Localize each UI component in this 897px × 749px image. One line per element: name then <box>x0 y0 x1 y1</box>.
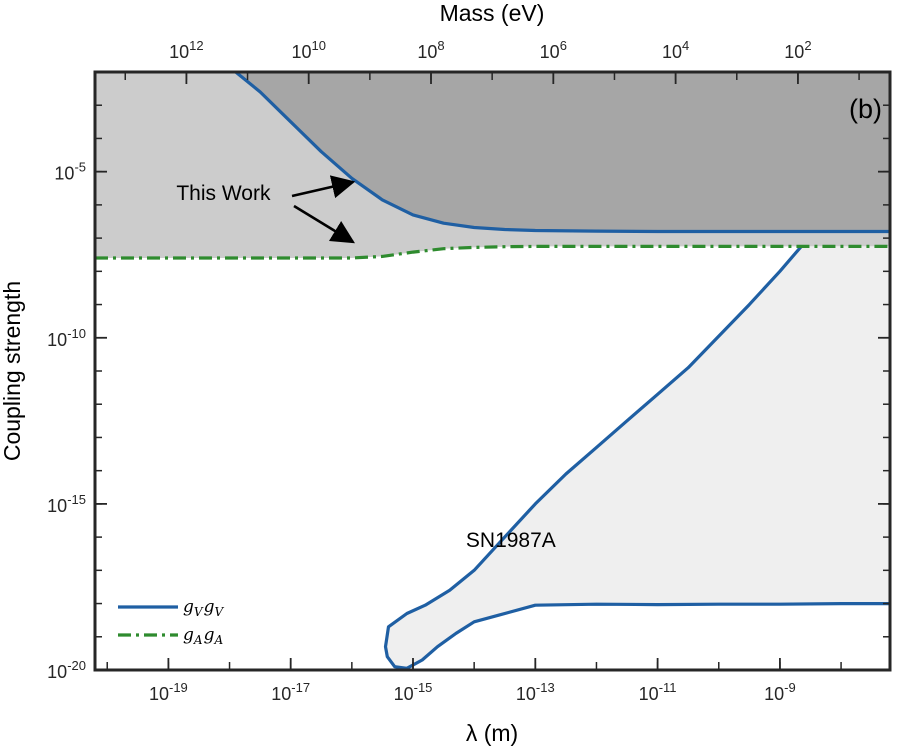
x-tick-label: 10-11 <box>639 680 677 704</box>
y-tick-label: 10-5 <box>54 160 86 184</box>
gv-excluded-region <box>235 72 890 232</box>
this-work-arrow-upper <box>291 175 356 199</box>
x-tick-label: 10-9 <box>764 680 796 704</box>
ga-ga-line <box>95 244 890 260</box>
y-tick-label: 10-10 <box>47 326 86 350</box>
x2-tick-label: 1012 <box>169 38 204 62</box>
legend-gv-label: gVgV <box>183 597 224 619</box>
x-tick-label: 10-19 <box>149 680 188 704</box>
x-axis-label: λ (m) <box>466 720 518 746</box>
x-tick-label: 10-15 <box>394 680 433 704</box>
x2-tick-label: 108 <box>417 38 444 62</box>
x2-tick-label: 106 <box>540 38 567 62</box>
panel-label: (b) <box>849 94 882 124</box>
y-tick-label: 10-15 <box>47 492 86 516</box>
x2-tick-label: 102 <box>784 38 811 62</box>
sn1987a-boundary-line <box>383 245 890 670</box>
this-work-arrow-lower <box>293 204 355 244</box>
x-tick-label: 10-17 <box>271 680 310 704</box>
x-tick-label: 10-13 <box>516 680 555 704</box>
y-tick-label: 10-20 <box>47 658 86 682</box>
x2-tick-label: 1010 <box>291 38 326 62</box>
gv-gv-line <box>234 72 890 234</box>
sn1987a-annotation: SN1987A <box>466 529 556 552</box>
sn1987a-region <box>385 246 890 669</box>
legend-ga-label: gAgA <box>183 625 223 647</box>
this-work-annotation: This Work <box>176 182 271 205</box>
top-axis-label: Mass (eV) <box>440 0 545 26</box>
legend: gVgV gAgA <box>118 597 224 647</box>
x2-tick-label: 104 <box>662 38 689 62</box>
y-axis-label: Coupling strength <box>0 281 25 461</box>
